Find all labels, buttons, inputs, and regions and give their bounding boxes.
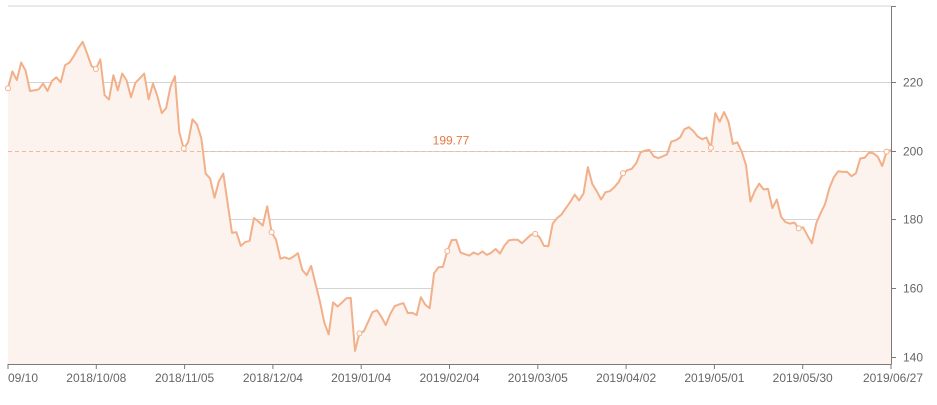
- data-point: [620, 170, 626, 177]
- x-tick-label: 2019/03/05: [508, 371, 568, 385]
- x-tick-label: 2019/04/02: [596, 371, 656, 385]
- data-point: [883, 148, 890, 155]
- x-tick-label: 2019/02/04: [419, 371, 479, 385]
- x-tick-label: 2019/06/27: [863, 371, 923, 385]
- x-tick-label: 2019/01/04: [331, 371, 391, 385]
- series-line: [7, 40, 892, 352]
- data-point: [180, 145, 187, 152]
- x-tick-label: 2018/10/08: [66, 371, 126, 385]
- series-area-fill: [8, 41, 891, 365]
- reference-line-layer: 199.77: [8, 134, 891, 152]
- axes-layer: 140 160 180 200 220 09/10 2018/10/08 2018/11/05…: [7, 6, 923, 385]
- series-line-layer: [7, 40, 892, 352]
- data-point: [532, 230, 539, 237]
- x-tick-label: 2018/12/04: [243, 371, 303, 385]
- data-point: [268, 229, 275, 236]
- y-tick-label-140: 140: [903, 351, 923, 365]
- x-tick-label: 09/10: [8, 371, 38, 385]
- x-tick-label: 2018/11/05: [155, 371, 214, 385]
- data-point: [795, 225, 802, 232]
- markers-layer: [5, 66, 890, 337]
- x-tick-label: 2019/05/01: [684, 371, 744, 385]
- y-tick-label-180: 180: [903, 213, 923, 227]
- area-fill-layer: [8, 41, 891, 365]
- data-point: [444, 248, 451, 255]
- y-tick-label-220: 220: [903, 76, 923, 90]
- y-tick-label-160: 160: [903, 282, 923, 296]
- reference-line-label: 199.77: [433, 134, 470, 148]
- data-point: [707, 144, 714, 151]
- data-point: [356, 330, 363, 337]
- x-tick-label: 2019/05/30: [773, 371, 833, 385]
- y-tick-label-200: 200: [903, 145, 923, 159]
- data-point: [92, 66, 99, 72]
- data-point: [5, 85, 11, 92]
